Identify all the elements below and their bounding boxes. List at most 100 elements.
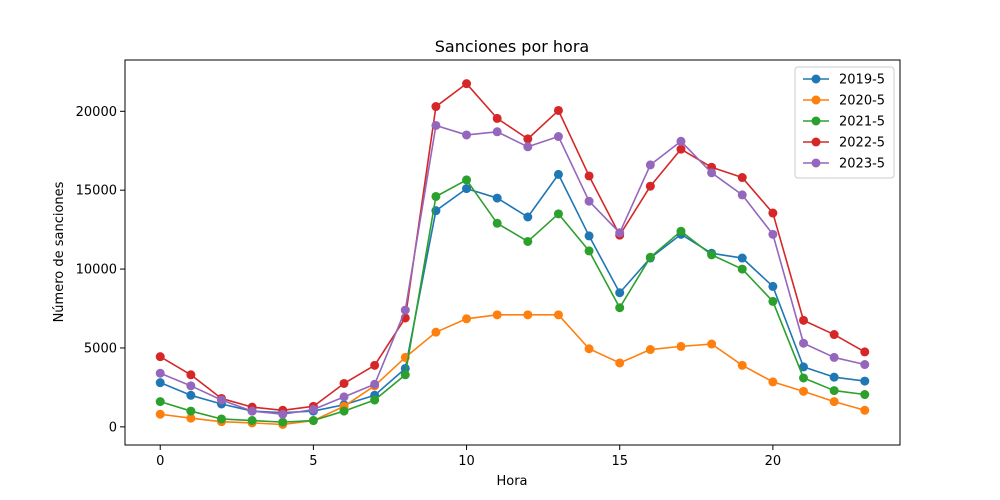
data-point xyxy=(676,144,686,154)
data-point xyxy=(645,160,655,170)
data-point xyxy=(737,264,747,274)
data-point xyxy=(553,105,563,115)
legend-swatch-marker xyxy=(811,74,821,84)
data-point xyxy=(768,281,778,291)
legend-label: 2022-5 xyxy=(839,136,885,151)
legend-swatch-marker xyxy=(811,116,821,126)
data-point xyxy=(860,376,870,386)
data-point xyxy=(370,360,380,370)
data-point xyxy=(645,345,655,355)
data-point xyxy=(186,413,196,423)
data-point xyxy=(737,253,747,263)
x-tick-label: 0 xyxy=(156,454,164,469)
data-point xyxy=(768,208,778,218)
data-point xyxy=(553,209,563,219)
data-point xyxy=(799,362,809,372)
data-point xyxy=(186,390,196,400)
data-point xyxy=(860,360,870,370)
data-point xyxy=(186,406,196,416)
data-point xyxy=(737,190,747,200)
y-tick-label: 5000 xyxy=(84,341,117,356)
data-point xyxy=(492,127,502,137)
x-tick-label: 20 xyxy=(765,454,782,469)
data-point xyxy=(645,181,655,191)
y-axis: 0 5000 10000 15000 20000 xyxy=(76,105,125,435)
series-line xyxy=(160,314,865,426)
data-point xyxy=(155,368,165,378)
data-point xyxy=(431,120,441,130)
data-point xyxy=(492,310,502,320)
data-point xyxy=(431,191,441,201)
series-line xyxy=(159,179,865,423)
data-point xyxy=(155,352,165,362)
data-point xyxy=(584,171,594,181)
legend-label: 2021-5 xyxy=(839,115,885,130)
data-point xyxy=(462,130,472,140)
legend-swatch-marker xyxy=(811,95,821,105)
data-point xyxy=(216,395,226,405)
legend-item: 2023-5 xyxy=(803,157,885,172)
data-point xyxy=(523,236,533,246)
data-point xyxy=(462,79,472,89)
data-point xyxy=(615,358,625,368)
x-tick-label: 10 xyxy=(458,454,475,469)
legend-box xyxy=(794,66,895,179)
x-tick-label: 5 xyxy=(309,454,317,469)
data-point xyxy=(492,218,502,228)
data-point xyxy=(186,381,196,391)
data-point xyxy=(829,372,839,382)
data-point xyxy=(737,360,747,370)
y-tick-label: 15000 xyxy=(76,184,117,199)
series-line xyxy=(159,173,865,414)
data-point xyxy=(431,102,441,112)
legend-label: 2023-5 xyxy=(839,157,885,172)
data-point xyxy=(799,373,809,383)
data-point xyxy=(707,339,717,349)
data-point xyxy=(492,193,502,203)
series-2023-5 xyxy=(155,120,870,419)
data-point xyxy=(462,175,472,185)
data-point xyxy=(707,250,717,260)
series-line xyxy=(159,82,866,412)
data-point xyxy=(584,196,594,206)
legend-item: 2021-5 xyxy=(803,115,885,130)
data-point xyxy=(400,305,410,315)
data-point xyxy=(768,229,778,239)
legend: 2019-5 2020-5 2021-5 2022-5 2023-5 xyxy=(794,66,895,179)
data-point xyxy=(155,378,165,388)
data-point xyxy=(707,168,717,178)
data-point xyxy=(676,136,686,146)
data-point xyxy=(553,169,563,179)
legend-item: 2019-5 xyxy=(803,73,885,88)
x-axis-label: Hora xyxy=(496,474,527,489)
data-point xyxy=(492,113,502,123)
data-point xyxy=(278,417,288,427)
data-point xyxy=(400,370,410,380)
data-point xyxy=(860,347,870,357)
data-point xyxy=(829,386,839,396)
data-point xyxy=(247,406,257,416)
data-point xyxy=(523,310,533,320)
data-point xyxy=(645,252,655,262)
data-point xyxy=(308,416,318,426)
data-point xyxy=(370,395,380,405)
data-point xyxy=(553,310,563,320)
data-point xyxy=(584,246,594,256)
x-axis: 0 5 10 15 20 xyxy=(156,445,781,469)
data-point xyxy=(799,338,809,348)
legend-label: 2020-5 xyxy=(839,94,885,109)
data-point xyxy=(737,173,747,183)
x-tick-label: 15 xyxy=(611,454,628,469)
data-point xyxy=(370,379,380,389)
data-point xyxy=(799,386,809,396)
data-point xyxy=(462,184,472,194)
data-point xyxy=(829,397,839,407)
data-point xyxy=(523,212,533,222)
data-point xyxy=(768,296,778,306)
data-point xyxy=(339,392,349,402)
data-point xyxy=(523,142,533,152)
data-point xyxy=(247,416,257,426)
legend-item: 2022-5 xyxy=(803,136,885,151)
data-point xyxy=(676,341,686,351)
